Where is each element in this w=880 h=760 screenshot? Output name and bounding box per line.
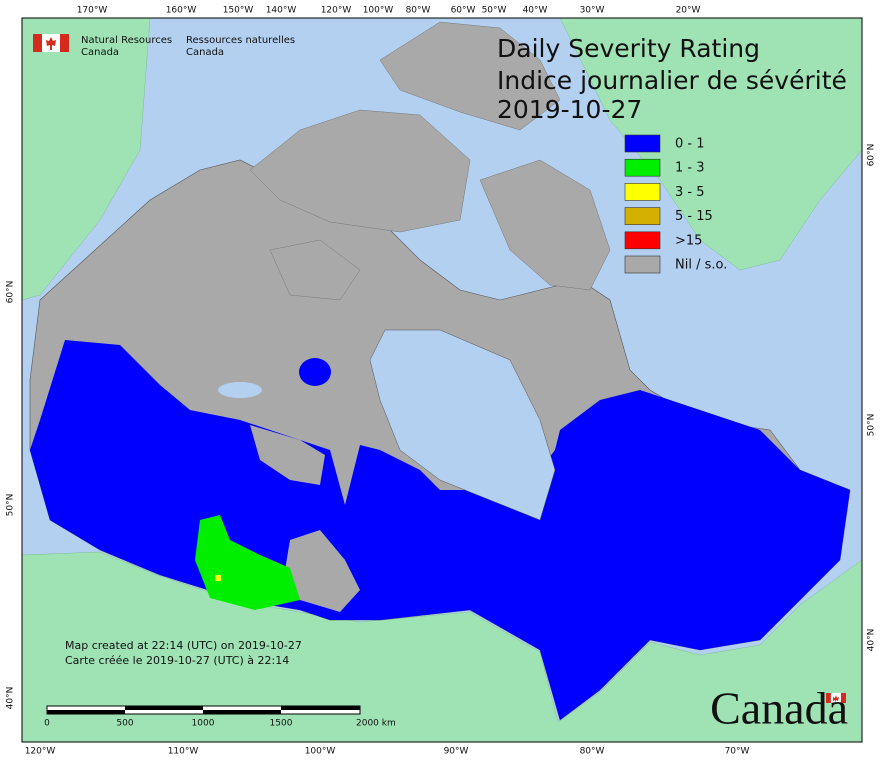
agency-fr: Canada (186, 47, 224, 58)
agency-en: Natural Resources (81, 35, 172, 46)
longitude-label: 20°W (676, 6, 701, 16)
legend-label: Nil / s.o. (675, 258, 727, 273)
severity-1-3-region (195, 515, 300, 610)
longitude-label: 100°W (305, 747, 336, 757)
longitude-label: 140°W (266, 6, 297, 16)
latitude-label: 50°N (6, 494, 16, 517)
scale-label: 500 (116, 719, 133, 729)
longitude-label: 30°W (580, 6, 605, 16)
map-frame (21, 17, 863, 743)
scale-label: 0 (44, 719, 50, 729)
legend-label: >15 (675, 233, 702, 248)
longitude-label: 50°W (482, 6, 507, 16)
severity-3-5-spot (215, 575, 221, 581)
longitude-label: 120°W (25, 747, 56, 757)
map-note: Carte créée le 2019-10-27 (UTC) à 22:14 (65, 654, 289, 667)
arctic-island (379, 21, 561, 131)
latitude-label: 60°N (867, 144, 877, 167)
longitude-label: 90°W (444, 747, 469, 757)
scale-bar (46, 705, 361, 715)
nrcan-flag (33, 34, 69, 52)
scale-label: 1500 (270, 719, 293, 729)
arctic-island (479, 159, 611, 291)
longitude-label: 100°W (363, 6, 394, 16)
legend-swatch (624, 183, 661, 201)
longitude-label: 170°W (77, 6, 108, 16)
agency-fr: Ressources naturelles (186, 35, 295, 46)
title-fr: Indice journalier de sévérité (497, 66, 847, 95)
longitude-label: 70°W (725, 747, 750, 757)
longitude-label: 150°W (223, 6, 254, 16)
longitude-label: 110°W (168, 747, 199, 757)
legend-swatch (624, 255, 661, 274)
hudson-bay (369, 329, 556, 521)
map-note: Map created at 22:14 (UTC) on 2019-10-27 (65, 639, 302, 652)
legend-swatch (624, 134, 661, 153)
legend-label: 1 - 3 (675, 161, 705, 176)
latitude-label: 40°N (867, 629, 877, 652)
legend: 0 - 1 1 - 3 3 - 5 5 - 15 >15 Nil / s.o. (624, 134, 727, 274)
nodata-patch (285, 530, 360, 612)
canada-wordmark (826, 692, 846, 704)
title-date: 2019-10-27 (497, 95, 642, 124)
legend-swatch (624, 207, 661, 225)
longitude-label: 160°W (166, 6, 197, 16)
arctic-island (269, 239, 361, 301)
legend-swatch (624, 231, 661, 250)
wordmark: Canada (710, 683, 848, 734)
latitude-label: 60°N (6, 281, 16, 304)
longitude-label: 120°W (321, 6, 352, 16)
scale-label: 1000 (192, 719, 215, 729)
longitude-label: 60°W (451, 6, 476, 16)
title-en: Daily Severity Rating (497, 34, 760, 63)
land-layer (21, 17, 863, 743)
legend-label: 0 - 1 (675, 137, 705, 152)
latitude-label: 50°N (867, 414, 877, 437)
scale-label: 2000 km (356, 719, 396, 729)
legend-swatch (624, 158, 661, 177)
legend-label: 5 - 15 (675, 209, 713, 224)
arctic-island (249, 109, 471, 233)
longitude-label: 80°W (580, 747, 605, 757)
lake (299, 358, 331, 386)
lake (218, 382, 262, 398)
scale-labels: 0 500 1000 1500 2000 km (44, 719, 396, 729)
latitude-label: 40°N (6, 687, 16, 710)
legend-label: 3 - 5 (675, 185, 705, 200)
longitude-label: 40°W (523, 6, 548, 16)
graticule-labels: 170°W 160°W 150°W 140°W 120°W 100°W 80°W 60°W 50… (6, 6, 877, 757)
agency-en: Canada (81, 47, 119, 58)
nodata-patch (250, 425, 325, 485)
longitude-label: 80°W (406, 6, 431, 16)
severity-0-1-region (30, 340, 850, 720)
